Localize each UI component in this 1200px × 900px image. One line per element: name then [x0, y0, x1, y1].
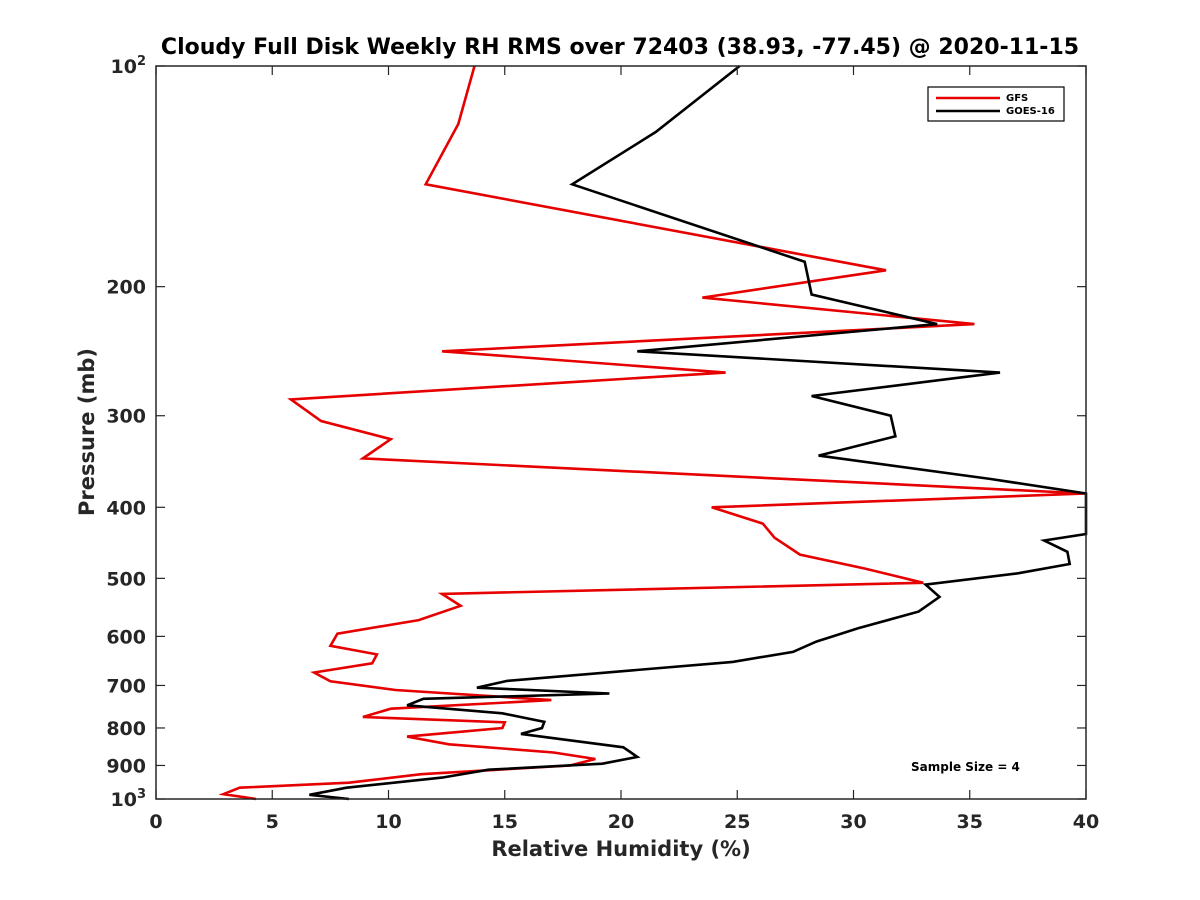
- x-tick-label: 25: [724, 811, 750, 833]
- y-tick-label: 400: [106, 497, 146, 519]
- y-tick-label: 300: [106, 406, 146, 428]
- y-tick-label: 102: [111, 54, 147, 78]
- x-tick-label: 0: [149, 811, 162, 833]
- legend-label-gfs: GFS: [1006, 93, 1028, 104]
- y-tick-label: 103: [111, 787, 147, 811]
- chart-title: Cloudy Full Disk Weekly RH RMS over 7240…: [161, 35, 1079, 60]
- x-axis-label: Relative Humidity (%): [491, 837, 750, 861]
- y-tick-label: 700: [106, 675, 146, 697]
- x-tick-label: 5: [266, 811, 279, 833]
- x-axis: 0 5 10 15 20 25 30 35 40: [149, 66, 1099, 833]
- y-axis-label: Pressure (mb): [75, 348, 99, 516]
- y-tick-label: 500: [106, 568, 146, 590]
- y-tick-label: 200: [106, 277, 146, 299]
- series-line-gfs: [218, 65, 1087, 801]
- legend-label-goes-16: GOES-16: [1006, 106, 1055, 117]
- y-axis: 102 200 300 400 500 600 700 800 900 103: [106, 54, 1086, 811]
- plot-area-frame: [155, 65, 1087, 800]
- series-line-goes-16: [309, 64, 1088, 801]
- y-tick-label: 800: [106, 718, 146, 740]
- legend-box: [927, 86, 1065, 122]
- x-tick-label: 20: [608, 811, 634, 833]
- x-tick-label: 40: [1073, 811, 1099, 833]
- y-tick-label: 900: [106, 755, 146, 777]
- series-layer: [218, 64, 1088, 801]
- x-tick-label: 15: [492, 811, 518, 833]
- x-tick-label: 30: [840, 811, 866, 833]
- sample-size-annotation: Sample Size = 4: [911, 760, 1020, 774]
- y-tick-label: 600: [106, 626, 146, 648]
- legend: GFS GOES-16: [927, 86, 1065, 122]
- x-tick-label: 35: [957, 811, 983, 833]
- x-tick-label: 10: [375, 811, 401, 833]
